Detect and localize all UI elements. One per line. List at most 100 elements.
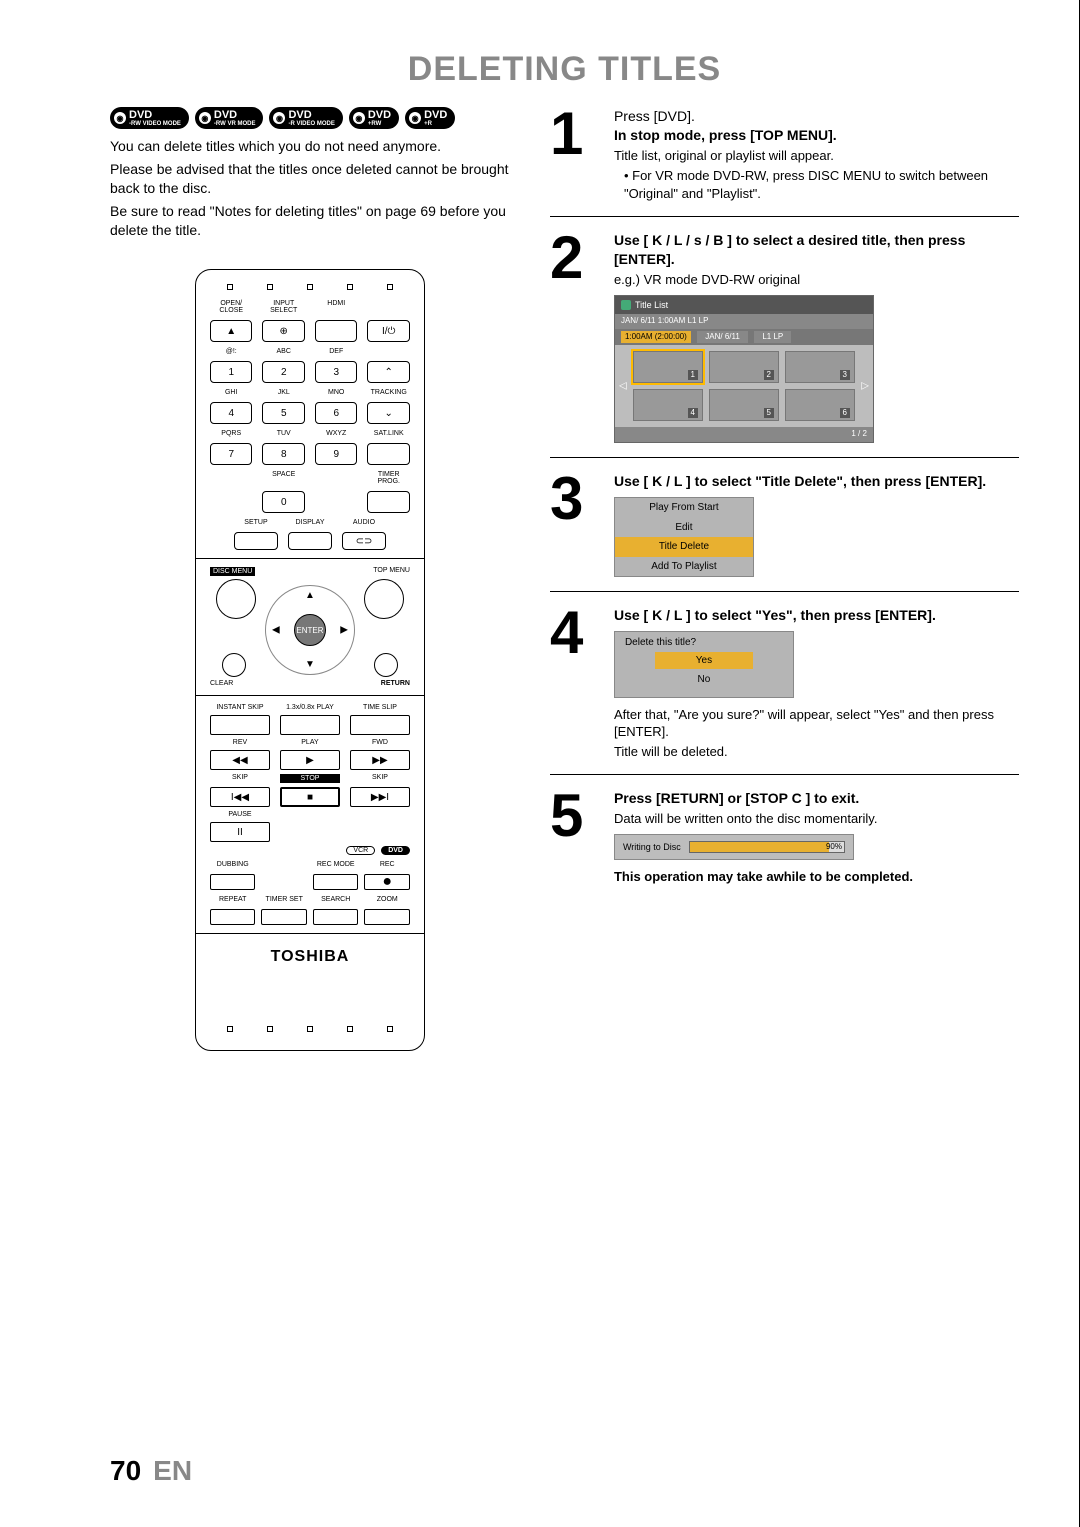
title-cell-2: 2 [709, 351, 779, 383]
zoom-button [364, 909, 410, 925]
page-number: 70 [110, 1455, 141, 1487]
return-button [374, 653, 398, 677]
disc-menu-button [216, 579, 256, 619]
disc-menu-label: DISC MENU [210, 567, 255, 576]
numpad-8: 8 [262, 443, 305, 465]
skip-back-button: I◀◀ [210, 787, 270, 807]
title-cell-3: 3 [785, 351, 855, 383]
tracking-up: ⌃ [367, 361, 410, 383]
right-column: 1 Press [DVD]. In stop mode, press [TOP … [550, 107, 1019, 1051]
remote-bottom-dots [210, 1026, 410, 1032]
step-1-line-1: Press [DVD]. [614, 107, 1019, 126]
disc-icon: ◉ [114, 112, 126, 124]
page-footer: 70 EN [110, 1455, 192, 1487]
step-1-bullet: For VR mode DVD-RW, press DISC MENU to s… [624, 167, 1019, 202]
confirm-dialog: Delete this title? Yes No [614, 631, 794, 698]
page-lang: EN [153, 1455, 192, 1487]
step-2-line-1: Use [ K / L / s / B ] to select a desire… [614, 231, 1019, 269]
step-1-sub: Title list, original or playlist will ap… [614, 147, 1019, 165]
numpad-4: 4 [210, 402, 253, 424]
title-cell-4: 4 [633, 389, 703, 421]
disc-icon: ◉ [353, 112, 365, 124]
top-menu-button [364, 579, 404, 619]
right-arrow-icon: ▷ [861, 380, 869, 394]
return-label: RETURN [381, 680, 410, 687]
audio-button: ⊂⊃ [342, 532, 386, 550]
speed-play-button [280, 715, 340, 735]
step-number: 1 [550, 107, 602, 202]
title-list-icon [621, 300, 631, 310]
enter-button: ENTER [294, 614, 326, 646]
clear-button [222, 653, 246, 677]
skip-fwd-button: ▶▶I [350, 787, 410, 807]
step-number: 3 [550, 472, 602, 577]
step-number: 2 [550, 231, 602, 443]
remote-control-diagram: OPEN/ CLOSE INPUT SELECT HDMI ▲ ⊕ I/⏻ @!… [195, 269, 425, 1051]
menu-title-delete: Title Delete [615, 537, 753, 557]
writing-to-disc-panel: Writing to Disc 90% [614, 834, 854, 860]
intro-line-3: Be sure to read "Notes for deleting titl… [110, 202, 510, 240]
stop-button: ■ [280, 787, 340, 807]
title-list-panel: Title List JAN/ 6/11 1:00AM L1 LP 1:00AM… [614, 295, 874, 444]
timer-set-button [261, 909, 307, 925]
play-button: ▶ [280, 750, 340, 770]
rev-button: ◀◀ [210, 750, 270, 770]
time-slip-button [350, 715, 410, 735]
menu-edit: Edit [615, 518, 753, 538]
pause-button: II [210, 822, 270, 842]
step-number: 4 [550, 606, 602, 760]
disc-icon: ◉ [273, 112, 285, 124]
navigation-cluster: DISC MENU TOP MENU ▲ ▼ ◀ ▶ ENTER CLEAR R… [210, 567, 410, 687]
step-2-sub: e.g.) VR mode DVD-RW original [614, 271, 1019, 289]
power-button: I/⏻ [367, 320, 410, 342]
instant-skip-button [210, 715, 270, 735]
hdmi-button [315, 320, 358, 342]
badge-dvd-rw-video: ◉ DVD-RW VIDEO MODE [110, 107, 189, 129]
dubbing-button [210, 874, 256, 890]
title-cell-1: 1 [633, 351, 703, 383]
open-close-button: ▲ [210, 320, 253, 342]
confirm-yes: Yes [655, 652, 753, 670]
clear-label: CLEAR [210, 680, 233, 687]
dvd-mode: DVD [381, 846, 410, 855]
writing-label: Writing to Disc [623, 841, 681, 853]
search-button [313, 909, 359, 925]
numpad-3: 3 [315, 361, 358, 383]
setup-button [234, 532, 278, 550]
satlink-button [367, 443, 410, 465]
right-arrow-icon: ▶ [340, 625, 348, 636]
intro-line-2: Please be advised that the titles once d… [110, 160, 510, 198]
down-arrow-icon: ▼ [305, 659, 315, 670]
badge-dvd-plus-r: ◉ DVD+R [405, 107, 455, 129]
rec-mode-button [313, 874, 359, 890]
top-menu-label: TOP MENU [373, 567, 410, 574]
numpad-7: 7 [210, 443, 253, 465]
step-3-line-1: Use [ K / L ] to select "Title Delete", … [614, 472, 1019, 491]
numpad-5: 5 [262, 402, 305, 424]
confirm-no: No [625, 671, 783, 689]
brand-logo: TOSHIBA [210, 948, 410, 966]
step-1: 1 Press [DVD]. In stop mode, press [TOP … [550, 107, 1019, 217]
numpad-1: 1 [210, 361, 253, 383]
title-cell-5: 5 [709, 389, 779, 421]
disc-type-badges: ◉ DVD-RW VIDEO MODE ◉ DVD-RW VR MODE ◉ D… [110, 107, 510, 129]
menu-play-from-start: Play From Start [615, 498, 753, 518]
input-select-button: ⊕ [262, 320, 305, 342]
left-column: ◉ DVD-RW VIDEO MODE ◉ DVD-RW VR MODE ◉ D… [110, 107, 510, 1051]
numpad-9: 9 [315, 443, 358, 465]
numpad-0: 0 [262, 491, 305, 513]
disc-icon: ◉ [199, 112, 211, 124]
remote-top-dots [210, 284, 410, 290]
menu-add-to-playlist: Add To Playlist [615, 557, 753, 577]
step-5: 5 Press [RETURN] or [STOP C ] to exit. D… [550, 789, 1019, 899]
fwd-button: ▶▶ [350, 750, 410, 770]
progress-bar: 90% [689, 841, 845, 853]
step-4-after-1: After that, "Are you sure?" will appear,… [614, 706, 1019, 741]
left-arrow-icon: ◀ [272, 625, 280, 636]
up-arrow-icon: ▲ [305, 590, 315, 601]
step-number: 5 [550, 789, 602, 885]
confirm-question: Delete this title? [625, 636, 783, 650]
rec-button: ● [364, 874, 410, 890]
badge-dvd-rw-vr: ◉ DVD-RW VR MODE [195, 107, 264, 129]
step-3: 3 Use [ K / L ] to select "Title Delete"… [550, 472, 1019, 592]
